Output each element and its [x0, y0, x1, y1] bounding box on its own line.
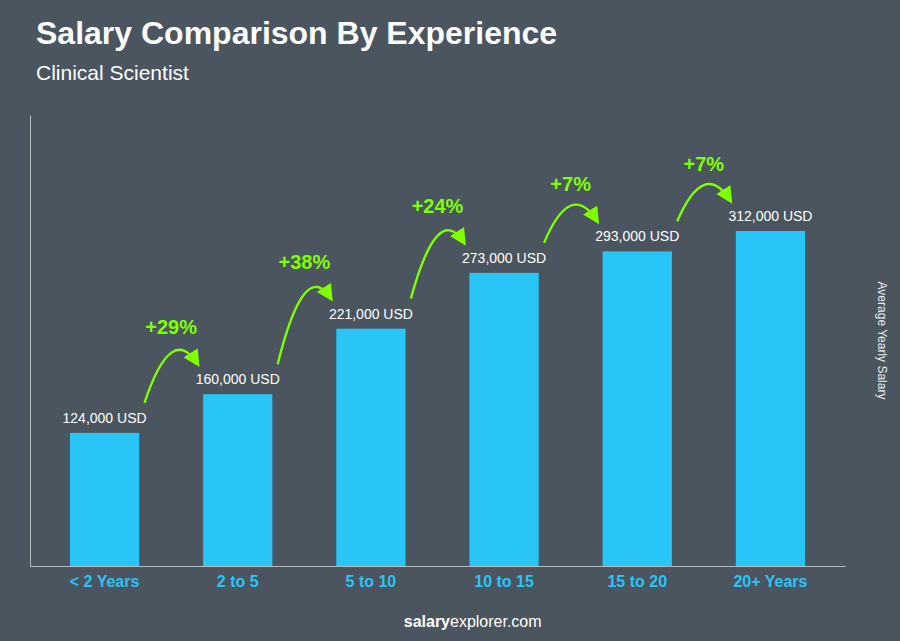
change-label: +38%: [278, 251, 330, 273]
footer-rest: explorer.com: [450, 613, 542, 630]
x-tick: 5 to 10: [346, 573, 397, 590]
change-label: +24%: [412, 195, 464, 217]
y-axis: [30, 116, 31, 567]
data-label: 160,000 USD: [196, 371, 280, 387]
x-tick: 2 to 5: [217, 573, 259, 590]
annotations: +29% +38% +24% +7% +7%: [145, 153, 731, 403]
data-label: 312,000 USD: [728, 208, 812, 224]
data-label: 124,000 USD: [63, 410, 147, 426]
bars: [70, 231, 805, 566]
x-tick: 20+ Years: [733, 573, 807, 590]
x-tick: < 2 Years: [70, 573, 140, 590]
change-arrow: [145, 350, 198, 403]
data-label: 221,000 USD: [329, 306, 413, 322]
footer-bold: salary: [404, 613, 450, 630]
data-label: 293,000 USD: [595, 228, 679, 244]
bar: [336, 329, 405, 566]
change-arrow: [677, 184, 730, 221]
change-label: +7%: [684, 153, 725, 175]
x-tick-label: 2 to 5: [217, 573, 259, 590]
data-labels: 124,000 USD 160,000 USD 221,000 USD 273,000…: [63, 208, 813, 426]
change-label: +29%: [145, 316, 197, 338]
plot: < 2 Years 2 to 5 5 to 10 10 to 15 15 to 20 20…: [31, 116, 846, 591]
bar: [603, 251, 672, 566]
x-tick-label: 15 to 20: [607, 573, 667, 590]
x-axis-line: [31, 566, 846, 567]
data-label: 273,000 USD: [462, 250, 546, 266]
change-arrow: [411, 230, 464, 298]
x-tick: 15 to 20: [607, 573, 667, 590]
bar: [70, 433, 139, 566]
background: [0, 0, 900, 641]
y-axis-line: [30, 116, 31, 567]
bar: [469, 273, 538, 566]
change-label: +7%: [550, 173, 591, 195]
x-tick-label: 20+ Years: [733, 573, 807, 590]
x-tick-label: 10 to 15: [474, 573, 534, 590]
bar: [736, 231, 805, 566]
change-arrow: [544, 205, 597, 243]
bar: [203, 394, 272, 566]
title: Salary Comparison By Experience: [36, 15, 557, 51]
x-tick-label: < 2 Years: [70, 573, 140, 590]
x-axis: < 2 Years 2 to 5 5 to 10 10 to 15 15 to 20 20…: [31, 567, 846, 591]
chart: Salary Comparison By Experience Clinical …: [0, 0, 900, 641]
change-arrow: [278, 287, 331, 364]
subtitle: Clinical Scientist: [36, 61, 189, 84]
x-tick-label: 5 to 10: [346, 573, 397, 590]
x-tick: 10 to 15: [474, 573, 534, 590]
y-axis-title: Average Yearly Salary: [875, 282, 889, 400]
